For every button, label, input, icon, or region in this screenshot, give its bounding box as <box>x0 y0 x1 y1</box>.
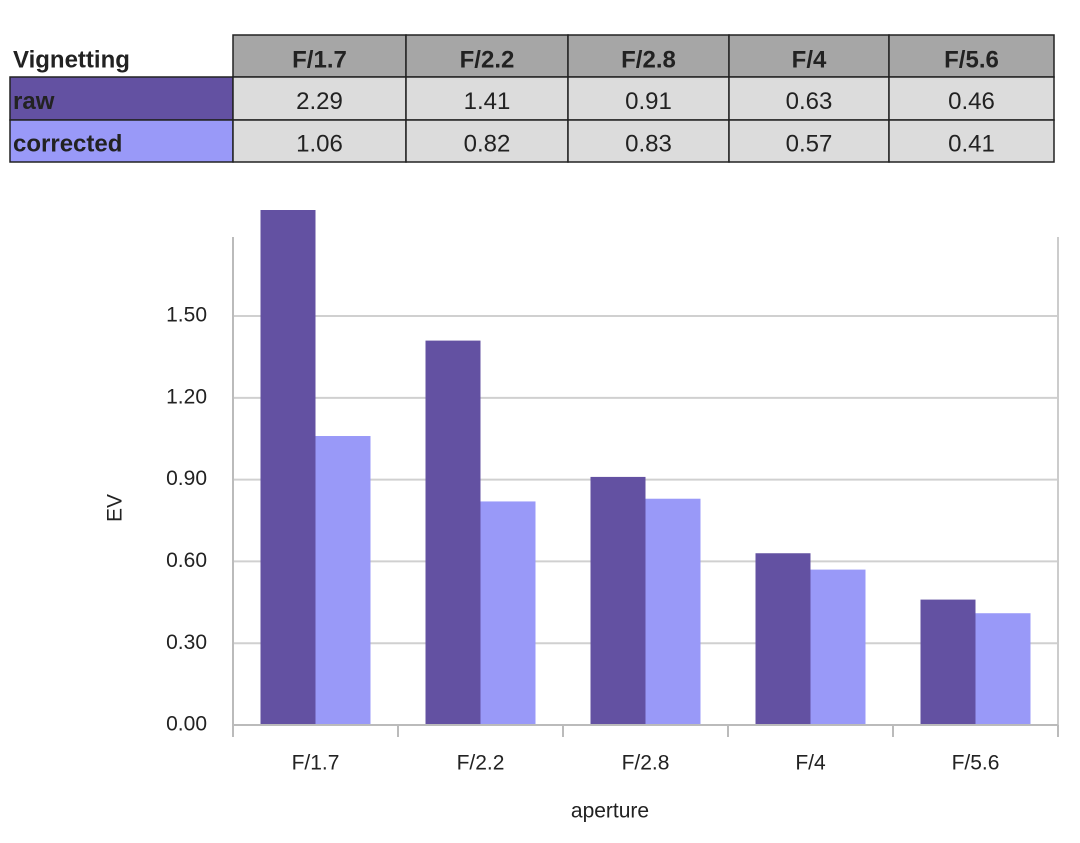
x-tick-label: F/1.7 <box>292 752 340 775</box>
bar <box>315 436 371 725</box>
x-tick-label: F/2.2 <box>457 752 505 775</box>
bar <box>645 498 701 725</box>
y-tick-label: 1.20 <box>166 385 207 408</box>
cell-value: 0.82 <box>464 130 511 157</box>
y-tick-label: 0.90 <box>166 467 207 490</box>
bar <box>480 501 536 725</box>
header-label: F/4 <box>792 46 827 73</box>
cell <box>405 119 569 163</box>
bar <box>975 613 1031 725</box>
cell <box>232 119 407 163</box>
chart: aperture EV 0.00 0.30 0.60 0.90 1.20 1.50 F/1.… <box>104 210 1059 823</box>
bar <box>920 599 976 725</box>
header-label: F/5.6 <box>944 46 999 73</box>
cell-value: 0.46 <box>948 88 995 115</box>
y-tick-label: 0.30 <box>166 631 207 654</box>
bar <box>755 553 811 725</box>
bar <box>425 340 481 725</box>
x-axis-label: aperture <box>571 800 649 823</box>
cell-value: 1.41 <box>464 88 511 115</box>
cell-value: 0.83 <box>625 130 672 157</box>
cell <box>888 76 1055 121</box>
header-cell <box>232 34 407 78</box>
row-label: corrected <box>13 130 122 157</box>
y-tick-label: 0.60 <box>166 549 207 572</box>
cell-value: 1.06 <box>296 130 343 157</box>
cell <box>728 76 890 121</box>
data-table: Vignetting F/1.7 F/2.2 F/2.8 F/4 F/5.6 raw 2.2… <box>9 34 1055 163</box>
x-tick-label: F/4 <box>795 752 826 775</box>
header-cell <box>405 34 569 78</box>
cell <box>728 119 890 163</box>
y-axis-label: EV <box>104 494 127 522</box>
header-label: F/2.2 <box>460 46 515 73</box>
cell-value: 0.41 <box>948 130 995 157</box>
cell <box>888 119 1055 163</box>
bar <box>590 476 646 725</box>
x-tick-label: F/2.8 <box>622 752 670 775</box>
bar <box>260 210 316 725</box>
cell-value: 0.63 <box>786 88 833 115</box>
y-tick-label: 0.00 <box>166 713 207 736</box>
cell-value: 2.29 <box>296 88 343 115</box>
cell <box>405 76 569 121</box>
bar <box>810 569 866 725</box>
table-title: Vignetting <box>13 46 130 73</box>
cell-value: 0.91 <box>625 88 672 115</box>
bars <box>260 210 1031 725</box>
row-label-cell <box>9 76 234 121</box>
y-tick-label: 1.50 <box>166 304 207 327</box>
row-label-cell <box>9 119 234 163</box>
cell-value: 0.57 <box>786 130 833 157</box>
header-label: F/1.7 <box>292 46 347 73</box>
row-label: raw <box>13 88 55 115</box>
header-label: F/2.8 <box>621 46 676 73</box>
x-tick-label: F/5.6 <box>952 752 1000 775</box>
